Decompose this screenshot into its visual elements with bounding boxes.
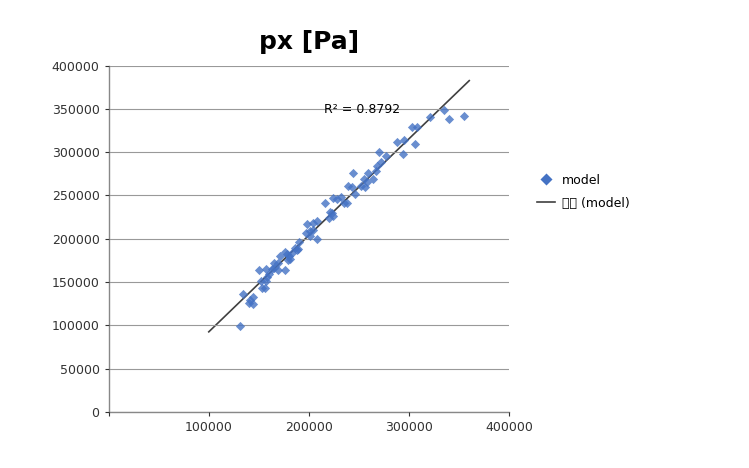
model <box>247 300 259 308</box>
model <box>255 278 267 285</box>
model <box>291 247 303 254</box>
model <box>260 265 272 273</box>
model <box>324 215 336 222</box>
Line: 선형 (model): 선형 (model) <box>209 80 469 332</box>
model <box>303 232 315 240</box>
model <box>261 273 273 280</box>
model <box>307 219 319 227</box>
model <box>279 267 291 274</box>
model <box>438 107 450 114</box>
model <box>361 178 373 185</box>
model <box>272 266 284 273</box>
model <box>326 209 338 217</box>
model <box>424 114 436 121</box>
model <box>237 290 249 297</box>
model <box>370 168 382 175</box>
model <box>289 244 301 252</box>
Title: px [Pa]: px [Pa] <box>259 30 359 54</box>
model <box>355 183 367 190</box>
model <box>324 209 336 216</box>
model <box>411 123 423 130</box>
model <box>272 259 284 266</box>
model <box>406 124 418 131</box>
Text: R² = 0.8792: R² = 0.8792 <box>324 103 400 116</box>
model <box>346 183 358 191</box>
model <box>247 293 259 301</box>
model <box>268 259 280 267</box>
model <box>443 116 455 123</box>
model <box>263 271 275 278</box>
model <box>390 139 402 146</box>
model <box>274 252 286 260</box>
선형 (model) <box>204 329 213 335</box>
model <box>342 182 354 190</box>
model <box>311 217 323 225</box>
model <box>300 229 312 237</box>
model <box>281 250 293 258</box>
model <box>244 297 256 304</box>
model <box>304 227 316 234</box>
model <box>331 195 343 203</box>
model <box>458 112 470 120</box>
model <box>409 140 421 148</box>
model <box>243 299 255 307</box>
model <box>397 150 409 157</box>
model <box>363 169 374 177</box>
model <box>279 249 291 256</box>
선형 (model) <box>464 78 474 83</box>
model <box>327 194 339 202</box>
model <box>259 284 271 291</box>
model <box>359 183 371 191</box>
model <box>358 176 370 183</box>
model <box>292 245 304 252</box>
model <box>259 278 271 285</box>
model <box>268 264 280 272</box>
model <box>347 169 359 177</box>
model <box>266 265 278 272</box>
model <box>342 200 354 207</box>
model <box>234 322 246 330</box>
model <box>372 148 384 155</box>
model <box>285 255 297 263</box>
model <box>374 158 386 166</box>
model <box>293 238 305 245</box>
model <box>318 199 330 206</box>
model <box>286 249 298 257</box>
model <box>283 252 295 260</box>
model <box>338 200 350 207</box>
model <box>307 226 319 234</box>
model <box>349 190 361 197</box>
model <box>371 162 383 170</box>
model <box>335 193 347 201</box>
model <box>255 284 267 292</box>
model <box>380 152 392 160</box>
model <box>253 266 265 274</box>
Legend: model, 선형 (model): model, 선형 (model) <box>532 169 634 215</box>
model <box>398 136 410 144</box>
model <box>311 235 323 243</box>
model <box>327 213 339 220</box>
model <box>282 257 294 264</box>
model <box>367 175 379 182</box>
model <box>301 220 313 227</box>
